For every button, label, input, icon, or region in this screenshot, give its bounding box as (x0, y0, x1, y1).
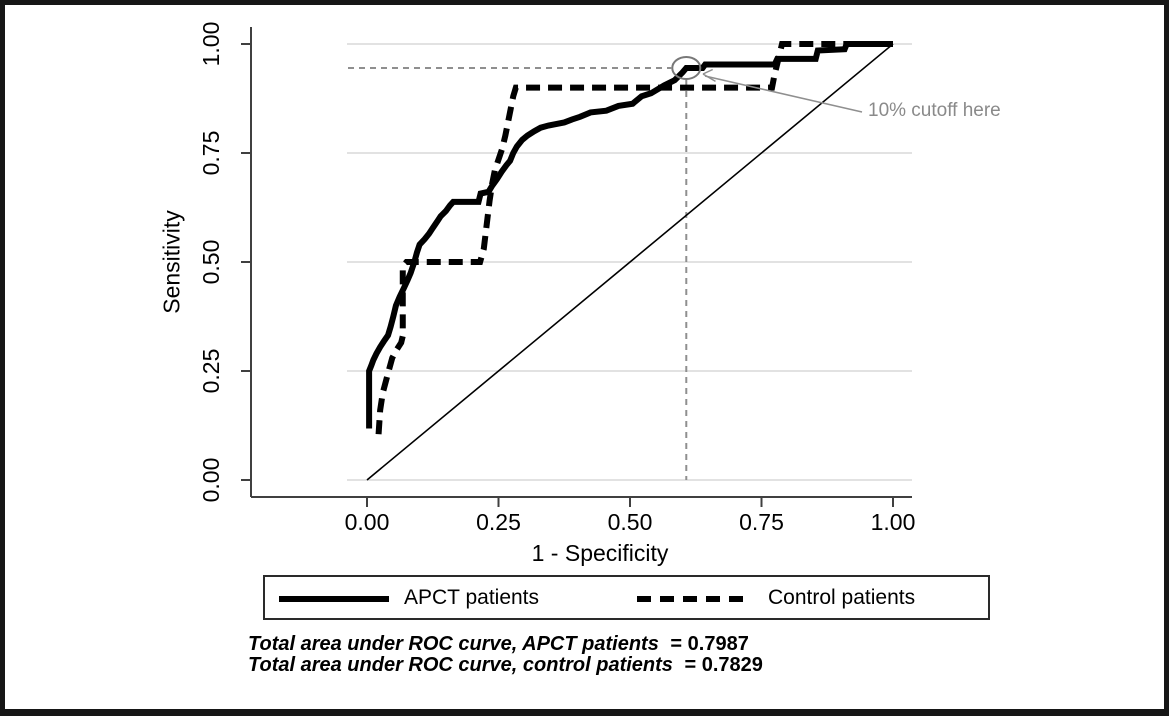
annotation-arrowhead (702, 68, 714, 75)
legend-label-control: Control patients (768, 586, 916, 609)
roc-curve-control (375, 41, 893, 435)
annotation-leader-line (704, 75, 863, 113)
x-tick-label: 0.25 (476, 509, 521, 535)
y-tick-label: 0.25 (198, 349, 224, 394)
legend: APCT patients Control patients (263, 575, 990, 620)
legend-dashed-line-sample (637, 596, 752, 602)
cutoff-annotation-text: 10% cutoff here (868, 100, 1001, 121)
y-tick-label: 0.00 (198, 458, 224, 503)
legend-label-apct: APCT patients (404, 586, 540, 609)
auc-note-control: Total area under ROC curve, control pati… (248, 655, 763, 676)
auc-note-apct-value: = 0.7987 (670, 633, 749, 655)
roc-curve-apct (366, 41, 893, 429)
x-axis-title: 1 - Specificity (531, 540, 669, 566)
y-tick-label: 1.00 (198, 22, 224, 67)
y-tick-label: 0.50 (198, 240, 224, 285)
auc-note-control-value: = 0.7829 (684, 654, 763, 676)
y-tick-label: 0.75 (198, 131, 224, 176)
x-tick-label: 1.00 (871, 509, 916, 535)
legend-solid-line-sample (279, 596, 389, 602)
auc-note-apct-label: Total area under ROC curve, APCT patient… (248, 633, 659, 655)
x-tick-label: 0.75 (739, 509, 784, 535)
auc-note-apct: Total area under ROC curve, APCT patient… (248, 634, 763, 655)
auc-note-control-label: Total area under ROC curve, control pati… (248, 654, 673, 676)
cutoff-circle-marker (671, 55, 702, 80)
auc-notes: Total area under ROC curve, APCT patient… (248, 634, 763, 676)
reference-diagonal (366, 43, 894, 481)
y-axis-title: Sensitivity (158, 210, 185, 314)
x-tick-label: 0.50 (608, 509, 653, 535)
annotation-arrowhead (702, 73, 716, 83)
x-tick-label: 0.00 (345, 509, 390, 535)
